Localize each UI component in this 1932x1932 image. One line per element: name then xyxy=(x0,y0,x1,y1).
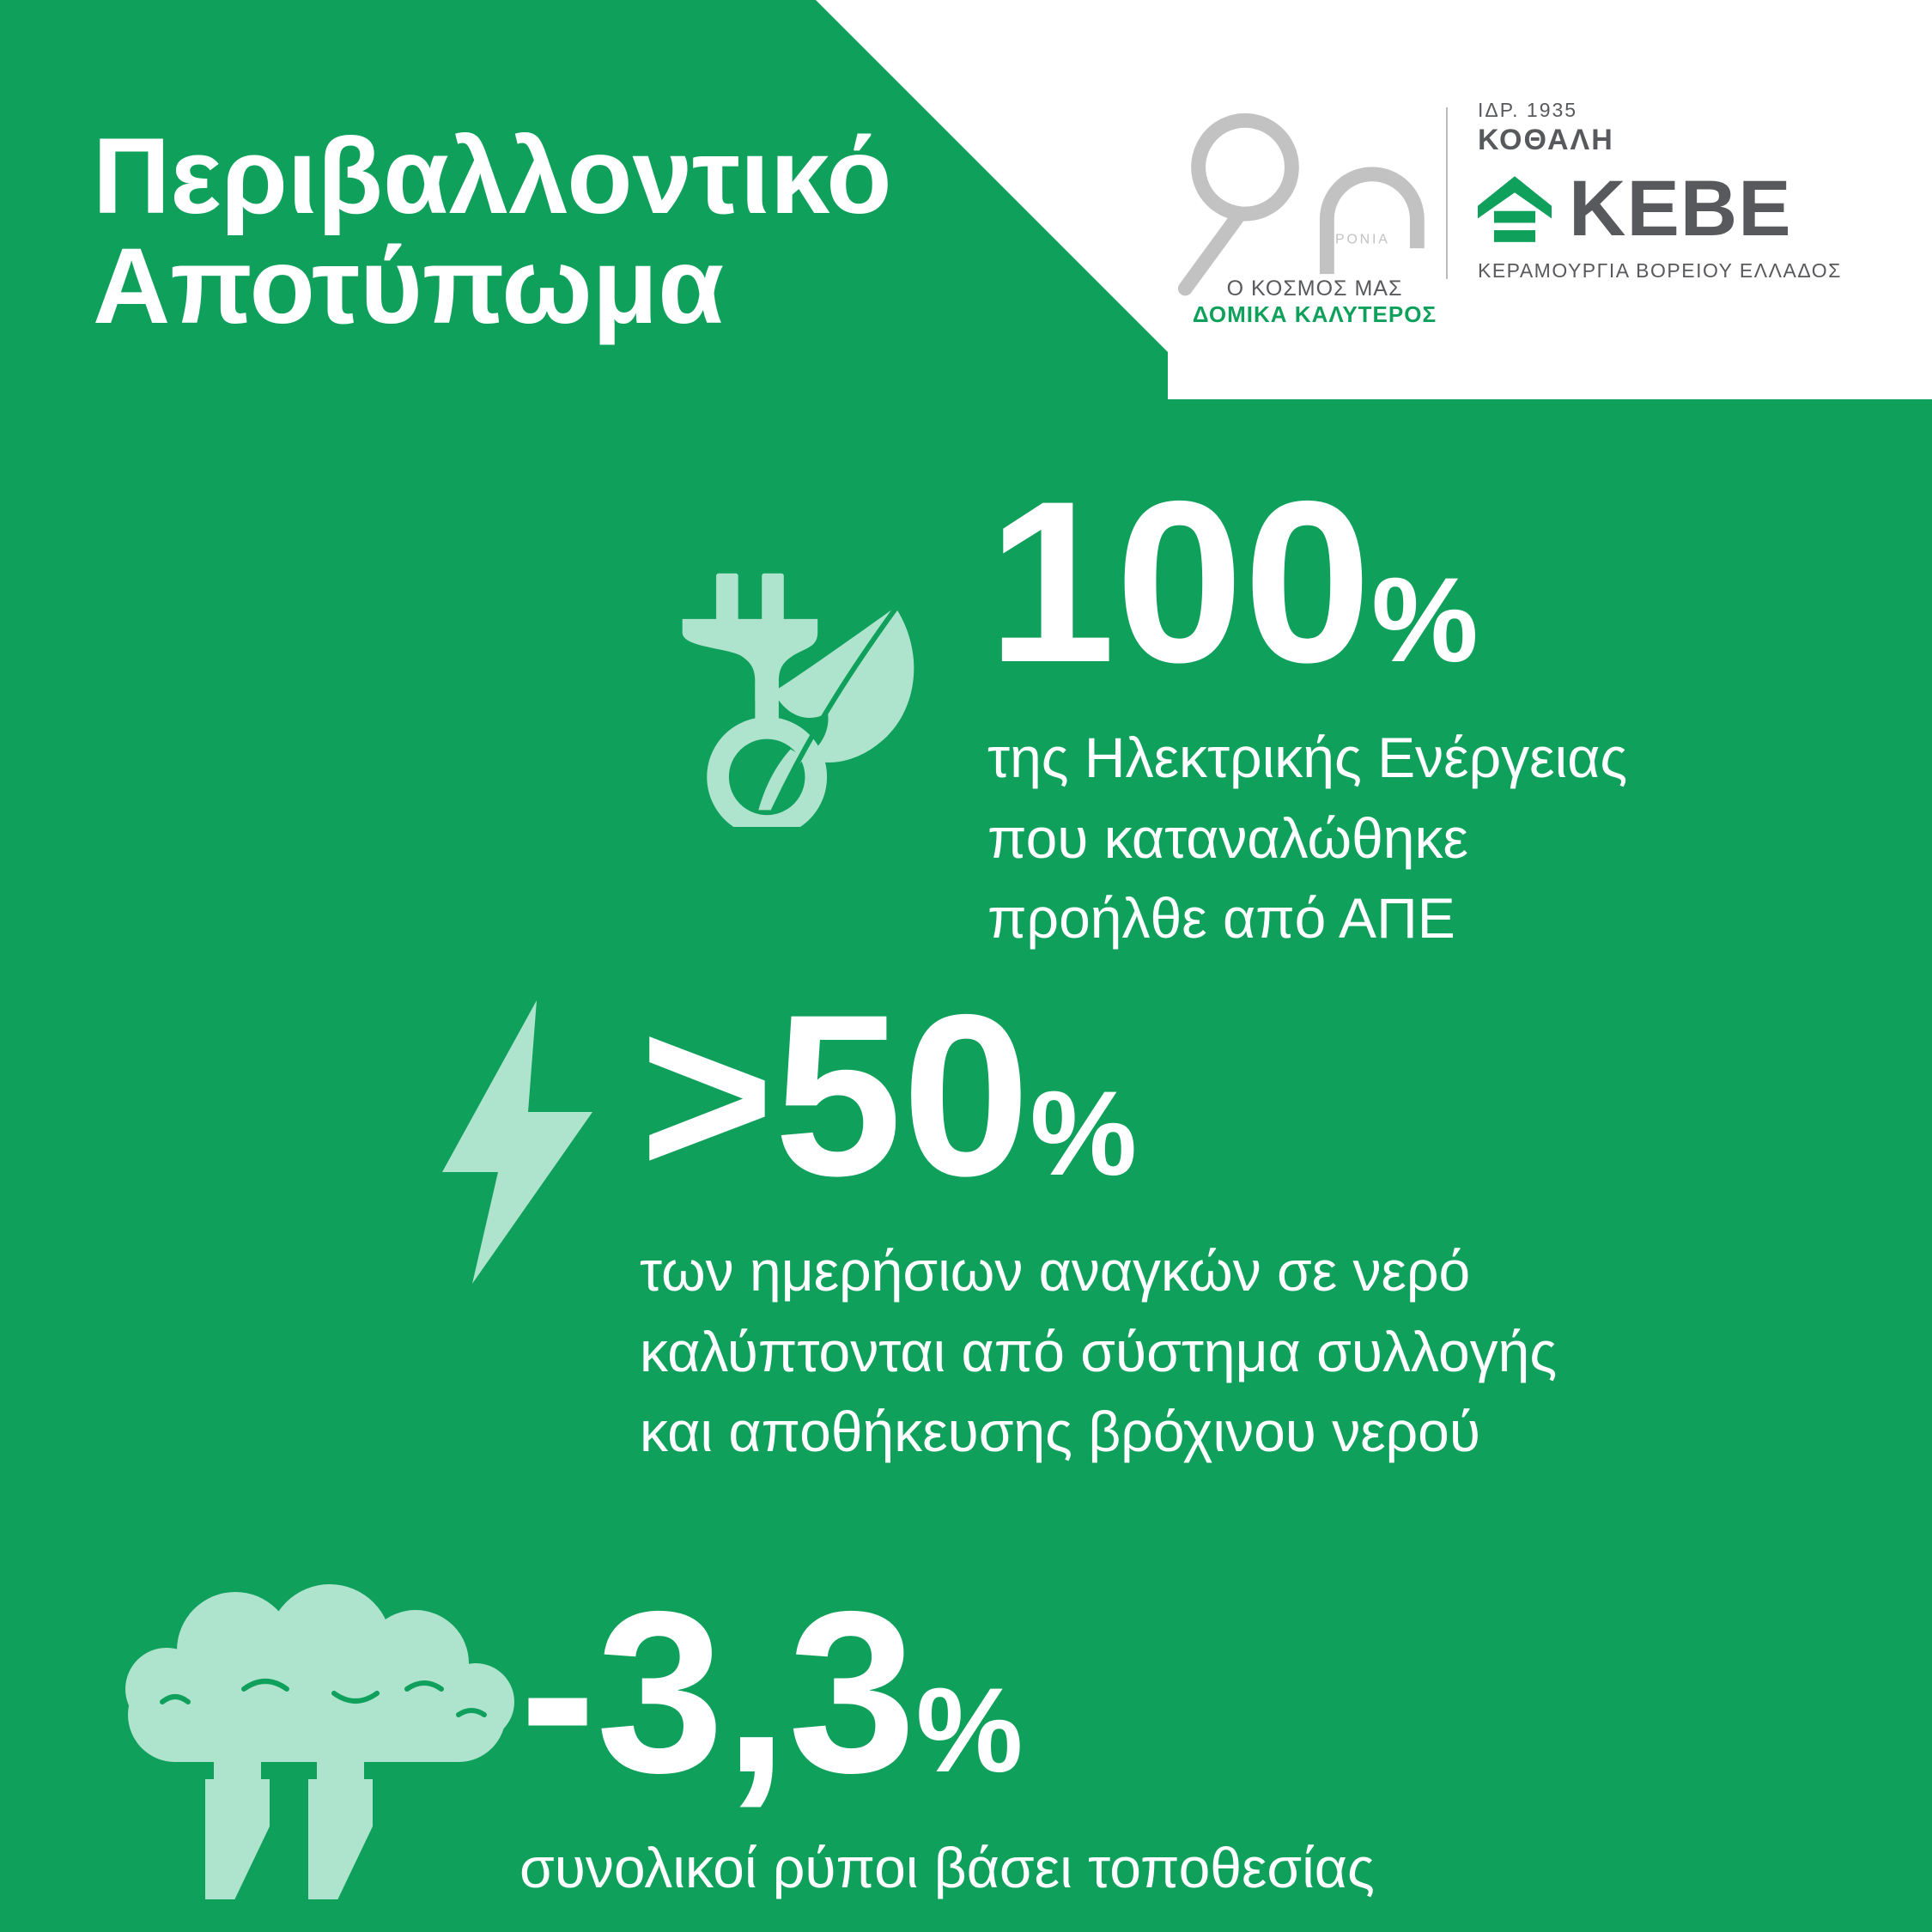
svg-text:ΧΡΟΝΙΑ: ΧΡΟΝΙΑ xyxy=(1324,232,1390,246)
